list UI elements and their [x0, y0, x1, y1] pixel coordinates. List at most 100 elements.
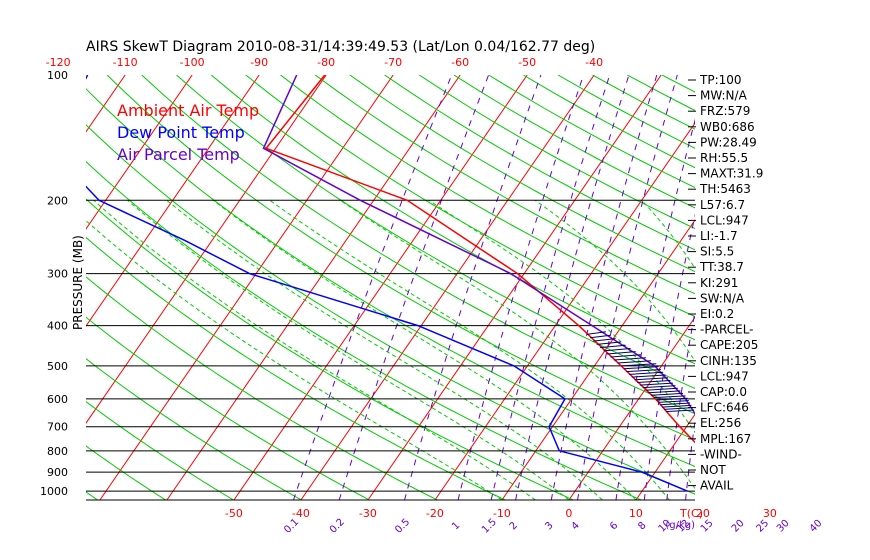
isotherm-line [300, 75, 595, 500]
dry-adiabat-line [86, 276, 438, 500]
mixing-ratio-line [818, 75, 861, 500]
stability-index: CAP:0.0 [700, 385, 747, 399]
stability-index: TT:38.7 [699, 260, 744, 274]
dry-adiabat-line [349, 75, 695, 273]
stability-index: SW:N/A [700, 291, 745, 305]
mixing-ratio-tick-label: 2 [508, 520, 520, 532]
bottom-temp-tick-label: 10 [629, 507, 643, 520]
dry-adiabat-line [141, 75, 695, 415]
mixing-ratio-tick-label: 4 [570, 520, 582, 532]
mixing-ratio-tick-label: 0.5 [393, 517, 412, 536]
bottom-temp-tick-label: -40 [292, 507, 310, 520]
profile-curves [86, 75, 695, 492]
cape-hatch [586, 331, 606, 335]
mixing-ratio-tick-label: 1 [450, 520, 462, 532]
dry-adiabat-line [86, 160, 642, 500]
cape-hatch [626, 368, 661, 373]
mixing-ratio-tick-label: 6 [608, 520, 620, 532]
cape-hatch [642, 385, 676, 389]
stability-index: MW:N/A [700, 89, 748, 103]
moist-adiabat-line [534, 199, 695, 362]
top-temperature-axis: -120 -110 -100 -90 -80 -70 -60 -50 -40 [46, 56, 603, 69]
dry-adiabat-line [86, 88, 695, 468]
moist-adiabat-line [212, 199, 637, 500]
dry-adiabat-line [86, 236, 506, 500]
cape-hatch [600, 344, 626, 349]
bottom-temp-tick-label: -50 [225, 507, 243, 520]
chart-title: AIRS SkewT Diagram 2010-08-31/14:39:49.5… [86, 39, 595, 55]
cape-hatch [606, 351, 636, 355]
isotherm-line [434, 122, 695, 500]
isotherm-line [0, 75, 58, 500]
mixing-ratio-line [577, 75, 678, 500]
mixing-ratio-line [643, 213, 695, 500]
mixing-ratio-line [293, 75, 453, 500]
cape-hatch [639, 382, 673, 386]
legend-ambient-air-temp: Ambient Air Temp [117, 101, 259, 120]
moist-adiabat-line [166, 199, 603, 500]
stability-index: EI:0.2 [700, 307, 734, 321]
top-temp-tick-label: -80 [317, 56, 335, 69]
mixing-ratio-tick-label: 0.2 [328, 517, 347, 536]
cape-hatch [623, 366, 659, 370]
series-air-parcel-temp [262, 75, 695, 416]
cape-hatch [610, 354, 641, 358]
mixing-ratio-tick-label: 40 [808, 518, 825, 535]
cape-hatch [665, 409, 695, 413]
cape-hatch [596, 341, 621, 345]
moist-adiabat-line [86, 220, 503, 500]
stability-index: CINH:135 [700, 354, 757, 368]
isotherm-line [837, 75, 870, 500]
dry-adiabat-line [86, 401, 234, 500]
dry-adiabat-line [210, 75, 695, 365]
stability-index: TP:100 [699, 73, 742, 87]
isotherm-line [86, 75, 126, 133]
cape-hatch [593, 338, 616, 342]
y-axis-label: PRESSURE (MB) [71, 235, 85, 330]
series-ambient-air-temp [264, 75, 695, 444]
stability-index: -WIND- [700, 447, 742, 461]
stability-index: WB0:686 [700, 120, 755, 134]
isotherm-line [568, 316, 695, 500]
cape-hatch [656, 397, 688, 401]
pressure-tick-label: 800 [47, 445, 68, 458]
moist-adiabat-line [339, 199, 695, 490]
cape-hatch [629, 371, 664, 375]
bottom-temp-tick-label: -10 [493, 507, 511, 520]
legend-dew-point-temp: Dew Point Temp [117, 123, 245, 142]
stability-index: LFC:646 [700, 401, 749, 415]
dry-adiabat-line [384, 75, 695, 251]
dry-adiabat-line [280, 75, 695, 318]
stability-index: LCL:947 [700, 369, 749, 383]
mixing-ratio-line [515, 75, 630, 500]
pressure-tick-label: 100 [47, 69, 68, 82]
pressure-tick-label: 200 [47, 194, 68, 207]
cape-hatch [617, 360, 652, 364]
top-temp-tick-label: -90 [250, 56, 268, 69]
mixing-ratio-tick-label: 15 [699, 518, 716, 535]
top-temp-tick-label: -60 [451, 56, 469, 69]
cape-hatch [614, 357, 646, 361]
stability-index: MPL:167 [700, 432, 751, 446]
mixing-ratio-line [785, 75, 836, 500]
dry-adiabat-line [314, 75, 695, 295]
cape-hatch [621, 363, 657, 367]
pressure-tick-label: 300 [47, 268, 68, 281]
bottom-temp-tick-label: 20 [696, 507, 710, 520]
legend: Ambient Air Temp Dew Point Temp Air Parc… [117, 101, 259, 164]
cape-hatch [631, 374, 666, 378]
pressure-tick-label: 400 [47, 320, 68, 333]
mixing-ratio-tick-label: 3 [543, 520, 555, 532]
isotherm-line [86, 75, 260, 327]
legend-air-parcel-temp: Air Parcel Temp [117, 145, 240, 164]
isotherm-line [367, 75, 662, 500]
cape-hatch [645, 387, 678, 391]
top-temp-tick-label: -110 [113, 56, 138, 69]
isotherm-line [86, 75, 327, 424]
cape-hatch [589, 334, 611, 339]
stability-index: NOT [700, 463, 726, 477]
stability-index: FRZ:579 [700, 104, 750, 118]
bottom-axis-unit-label: T(C) [679, 507, 703, 520]
series-dew-point-temp [86, 75, 688, 492]
bottom-temp-tick-label: -20 [426, 507, 444, 520]
